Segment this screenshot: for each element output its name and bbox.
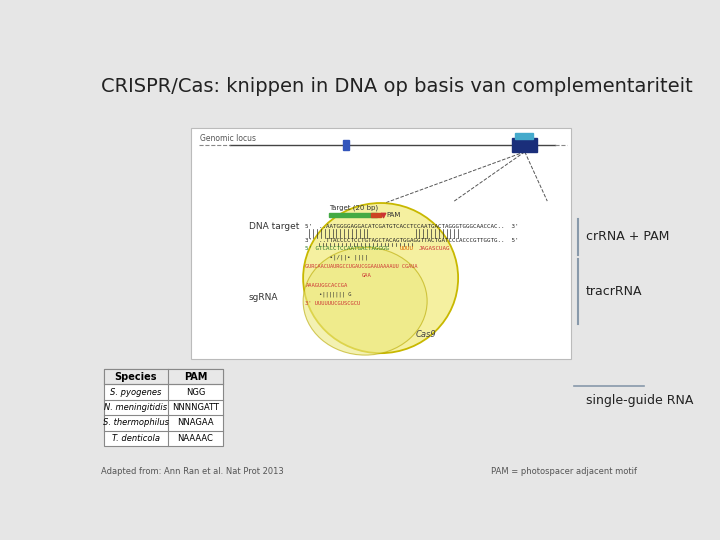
Text: Cas9: Cas9 (415, 330, 436, 339)
Ellipse shape (303, 203, 458, 353)
Text: S. thermophilus: S. thermophilus (103, 418, 168, 427)
Text: T. denticola: T. denticola (112, 434, 160, 443)
Text: Target (20 bp): Target (20 bp) (329, 205, 378, 211)
Text: NAAAAC: NAAAAC (177, 434, 213, 443)
Text: single-guide RNA: single-guide RNA (586, 394, 693, 407)
Bar (343, 140, 349, 150)
Text: UUUU: UUUU (400, 246, 414, 251)
Text: NNNNGATT: NNNNGATT (172, 403, 219, 412)
Text: NNAGAA: NNAGAA (177, 418, 214, 427)
Text: PAM = photospacer adjacent motif: PAM = photospacer adjacent motif (491, 467, 637, 476)
Bar (104, 369, 223, 384)
Text: 3'  ..TTACCCCTCCTGTAGCTACAGTGGAGGTTACTGATCCCACCCGTTGGTG..  5': 3' ..TTACCCCTCCTGTAGCTACAGTGGAGGTTACTGAT… (305, 238, 519, 243)
Bar (329, 213, 377, 217)
Text: Species: Species (114, 372, 157, 382)
Bar (516, 133, 533, 139)
Text: Genomic locus: Genomic locus (200, 133, 256, 143)
Text: PAM: PAM (387, 212, 401, 218)
Point (377, 211, 389, 219)
Text: AAAGUGGCACCGA: AAAGUGGCACCGA (305, 282, 348, 287)
Bar (513, 138, 537, 152)
Text: sgRNA: sgRNA (249, 293, 279, 302)
Text: crRNA + PAM: crRNA + PAM (586, 231, 670, 244)
Text: tracrRNA: tracrRNA (586, 285, 642, 298)
Text: N. meningitidis: N. meningitidis (104, 403, 167, 412)
Text: S. pyogenes: S. pyogenes (110, 388, 161, 396)
Text: PAM: PAM (184, 372, 207, 382)
Text: JAGASCUAG: JAGASCUAG (418, 246, 450, 251)
Text: Adapted from: Ann Ran et al. Nat Prot 2013: Adapted from: Ann Ran et al. Nat Prot 20… (101, 467, 284, 476)
Text: 5' GTCACCTCCAATGACTAGGGG: 5' GTCACCTCCAATGACTAGGGG (305, 246, 390, 251)
FancyBboxPatch shape (191, 128, 570, 359)
Text: 3' UUUUUUCGUSCGCU: 3' UUUUUUCGUSCGCU (305, 301, 361, 306)
Ellipse shape (303, 247, 427, 355)
Text: DNA target: DNA target (249, 222, 300, 231)
Text: NGG: NGG (186, 388, 205, 396)
Text: GAA: GAA (361, 273, 371, 278)
Text: •||||||| G: •||||||| G (319, 292, 351, 297)
Text: •|/||• ||||: •|/||• |||| (326, 254, 369, 260)
Bar (372, 213, 381, 217)
Bar (104, 369, 223, 446)
Text: 5'  ..AATGGGGAGGACATCGATGTCACCTCCAATGACTAGGGTGGGCAACCAC..  3': 5' ..AATGGGGAGGACATCGATGTCACCTCCAATGACTA… (305, 224, 519, 229)
Text: GURCAACUAURGCCUGAUCGGAAUAAAAUU CGAUA: GURCAACUAURGCCUGAUCGGAAUAAAAUU CGAUA (305, 264, 418, 269)
Text: CRISPR/Cas: knippen in DNA op basis van complementariteit: CRISPR/Cas: knippen in DNA op basis van … (101, 77, 693, 96)
